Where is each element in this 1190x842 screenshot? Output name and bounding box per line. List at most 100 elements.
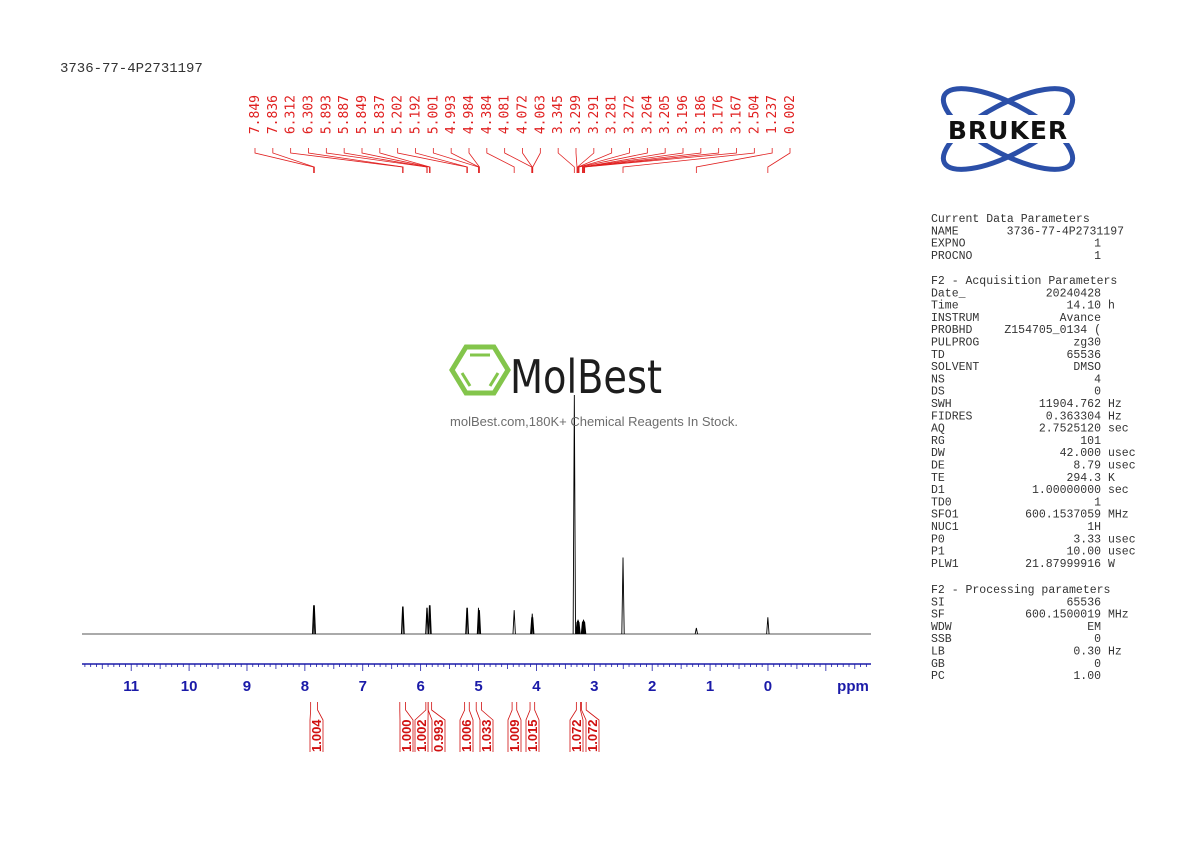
spectrum-peak xyxy=(425,607,429,635)
sample-title: 3736-77-4P2731197 xyxy=(60,61,203,77)
peak-label-connector xyxy=(575,148,578,173)
peak-label: 3.205 xyxy=(658,95,673,134)
integral-bracket-left xyxy=(427,702,433,752)
integral-value: 1.006 xyxy=(459,719,474,752)
parameter-value: DMSO xyxy=(1073,361,1101,374)
integrals: 1.004 1.000 1.002 0.993 1.006 1.033 1.009 1.015… xyxy=(309,702,600,752)
parameter-unit: MHz xyxy=(1108,509,1129,522)
peak-label: 5.202 xyxy=(391,95,406,134)
axis-tick-label: 6 xyxy=(416,678,424,695)
peak-label-connector xyxy=(577,148,613,173)
spectrum-peak xyxy=(576,619,580,635)
spectrum-peak xyxy=(577,622,581,635)
spectrum-peak xyxy=(465,607,470,635)
spectrum-peak xyxy=(572,394,576,635)
integral-bracket-right xyxy=(317,702,324,752)
integral-bracket-left xyxy=(414,702,427,752)
spectrum-peak xyxy=(766,617,770,635)
integral-value: 1.004 xyxy=(309,719,324,752)
peak-label: 4.993 xyxy=(444,95,459,134)
integral-bracket-right xyxy=(534,702,540,752)
peak-label: 7.849 xyxy=(248,95,263,134)
parameter-name: DW xyxy=(931,447,945,460)
integral-bracket-right xyxy=(585,702,600,752)
integral-value: 1.009 xyxy=(507,719,522,752)
peak-label-connector xyxy=(577,148,595,173)
parameter-value: Avance xyxy=(1060,312,1102,325)
parameter-name: SF xyxy=(931,609,945,622)
peak-label: 3.196 xyxy=(676,95,691,134)
peak-label-connector xyxy=(578,148,648,173)
parameter-value: zg30 xyxy=(1073,337,1101,350)
peak-label: 3.291 xyxy=(587,95,602,134)
parameter-section-header: F2 - Acquisition Parameters xyxy=(931,275,1117,288)
peak-label: 3.264 xyxy=(640,95,655,134)
peak-label: 3.272 xyxy=(623,95,638,134)
parameter-name: Date_ xyxy=(931,287,966,300)
parameter-name: TE xyxy=(931,472,945,485)
parameter-value: EM xyxy=(1087,621,1101,634)
parameter-value: 0.30 xyxy=(1073,646,1101,659)
axis-tick-label: 3 xyxy=(590,678,598,695)
peak-label-connector xyxy=(582,148,684,173)
axis-label: ppm xyxy=(837,678,869,695)
integral-value: 1.000 xyxy=(399,719,414,752)
parameter-value: 1.00 xyxy=(1073,670,1101,683)
integral-bracket-right xyxy=(431,702,446,752)
parameter-name: NAME xyxy=(931,225,959,238)
peak-label: 3.299 xyxy=(569,95,584,134)
parameter-name: PULPROG xyxy=(931,337,979,350)
parameter-unit: W xyxy=(1108,558,1115,571)
parameter-value: 0 xyxy=(1094,658,1101,671)
integral-bracket-right xyxy=(516,702,522,752)
molbest-watermark: MolBest molBest.com,180K+ Chemical Reage… xyxy=(449,344,738,429)
parameter-unit: Hz xyxy=(1108,398,1122,411)
peak-label: 6.303 xyxy=(302,95,317,134)
integral-value: 1.033 xyxy=(479,719,494,752)
spectrum-peak xyxy=(621,557,625,635)
parameter-name: NS xyxy=(931,373,945,386)
spectrum-peak xyxy=(694,627,698,635)
axis-tick-label: 8 xyxy=(301,678,309,695)
peak-label-connector xyxy=(522,148,533,173)
parameter-value: 101 xyxy=(1080,435,1101,448)
axis-tick-label: 0 xyxy=(764,678,772,695)
peak-label-connector xyxy=(767,148,791,173)
parameter-section-header: Current Data Parameters xyxy=(931,213,1090,226)
parameter-unit: K xyxy=(1108,472,1115,485)
integral-bracket-right xyxy=(468,702,474,752)
peak-label: 0.002 xyxy=(783,95,798,134)
watermark-tagline: molBest.com,180K+ Chemical Reagents In S… xyxy=(450,414,738,429)
peak-label-connector xyxy=(432,148,479,173)
spectrum-layer xyxy=(82,394,871,635)
peak-label-connector xyxy=(578,148,630,173)
parameter-value: 1 xyxy=(1094,496,1101,509)
peak-label-connector xyxy=(379,148,431,173)
parameter-unit: h xyxy=(1108,300,1115,313)
integral-bracket-left xyxy=(581,702,587,752)
peak-label: 4.384 xyxy=(480,95,495,134)
spectrum-peak xyxy=(428,605,432,635)
axis-tick-label: 9 xyxy=(243,678,251,695)
peak-label-connector xyxy=(450,148,480,173)
parameter-value: 0.363304 xyxy=(1046,410,1101,423)
peak-label: 7.836 xyxy=(266,95,281,134)
peak-label: 3.281 xyxy=(605,95,620,134)
peak-label-connector xyxy=(582,148,666,173)
axis-tick-label: 4 xyxy=(532,678,541,695)
integral-bracket-right xyxy=(481,702,494,752)
axis-tick-label: 1 xyxy=(706,678,714,695)
spectrum-peak xyxy=(512,610,516,635)
spectrum-peak xyxy=(311,605,316,635)
parameter-value: 10.00 xyxy=(1066,546,1101,559)
bruker-logo: BRUKER xyxy=(924,86,1092,172)
parameter-value: 20240428 xyxy=(1046,287,1101,300)
peak-label-connector xyxy=(622,148,755,173)
peak-label-connector xyxy=(695,148,773,173)
peak-label: 5.001 xyxy=(426,95,441,134)
peak-label: 4.063 xyxy=(533,95,548,134)
parameter-unit: usec xyxy=(1108,447,1136,460)
peak-label-connector xyxy=(397,148,468,173)
axis-tick-label: 2 xyxy=(648,678,656,695)
